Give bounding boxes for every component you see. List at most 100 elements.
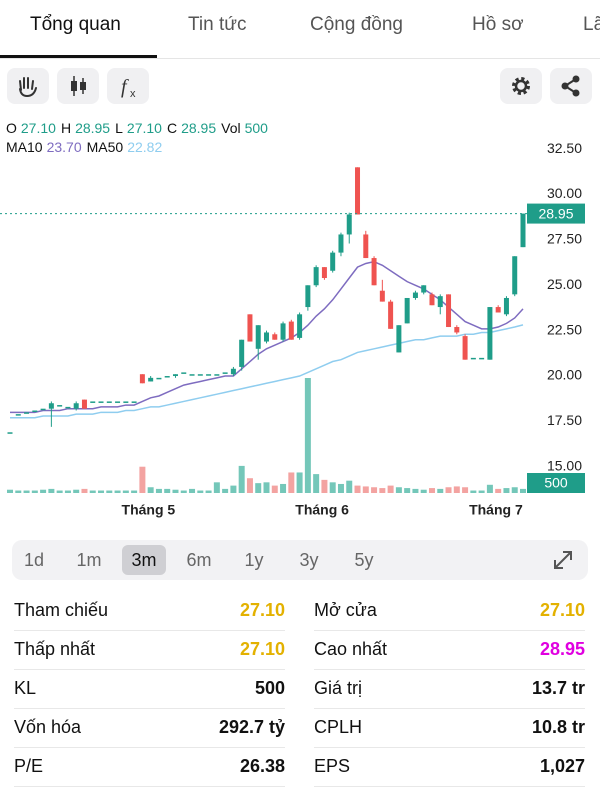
candle-body	[81, 399, 87, 409]
ma-value: 23.70	[46, 139, 82, 155]
candle-body	[15, 414, 21, 416]
volume-bar	[271, 485, 278, 493]
stat-label: CPLH	[314, 717, 363, 737]
timeframe-option[interactable]: 3y	[299, 550, 319, 570]
stat-label: Thấp nhất	[14, 639, 96, 659]
volume-bar	[329, 482, 336, 493]
candle-body	[280, 323, 286, 340]
volume-bar	[139, 466, 146, 493]
stat-value: 26.38	[239, 756, 285, 776]
stat-value: 27.10	[539, 600, 585, 620]
candle-body	[520, 213, 526, 248]
timeframe-option[interactable]: 6m	[186, 550, 212, 570]
timeframe-option[interactable]: 1m	[76, 550, 102, 570]
volume-bar	[313, 474, 320, 493]
stat-value: 27.10	[239, 600, 285, 620]
candle-body	[437, 296, 443, 308]
candle-body	[388, 301, 394, 329]
volume-bar	[387, 485, 394, 493]
tab[interactable]: Hồ sơ	[472, 14, 524, 35]
timeframe-option[interactable]: 3m	[122, 545, 166, 575]
hand-icon	[19, 77, 37, 98]
volume-bar	[511, 487, 518, 493]
settings-button[interactable]	[500, 68, 542, 104]
stat-row: EPS 1,027	[314, 747, 585, 787]
y-tick-label: 27.50	[547, 231, 582, 247]
tab[interactable]: Cộng đồng	[310, 14, 403, 35]
candle-body	[512, 256, 518, 295]
stat-row: CPLH 10.8 tr	[314, 708, 585, 748]
volume-bar	[346, 480, 353, 493]
volume-bar	[263, 482, 270, 493]
stat-label: Mở cửa	[314, 600, 377, 620]
candle-body	[346, 214, 352, 235]
candle-body	[412, 292, 418, 298]
candle-body	[65, 406, 71, 409]
tab[interactable]: Tin tức	[188, 14, 247, 35]
candle-body	[131, 401, 137, 403]
ma10-line	[10, 260, 524, 414]
stat-row: KL 500	[14, 669, 285, 709]
timeframe-option[interactable]: 5y	[354, 550, 374, 570]
volume-bar	[48, 488, 55, 493]
candle-body	[7, 432, 13, 434]
share-button[interactable]	[550, 68, 592, 104]
ohlc-value: 28.95	[181, 120, 217, 136]
volume-bar	[23, 490, 30, 493]
draw-tool-button[interactable]	[7, 68, 49, 104]
candle-body	[214, 374, 220, 376]
volume-bar	[147, 487, 154, 493]
tab[interactable]: Tổng quan	[30, 14, 121, 35]
candle-body	[330, 252, 336, 271]
volume-bar	[395, 487, 402, 493]
timeframe-option[interactable]: 1y	[244, 550, 264, 570]
volume-bar	[155, 488, 162, 493]
candle-body	[172, 374, 178, 377]
candle-body	[139, 374, 145, 384]
timeframe-option[interactable]: 1d	[23, 550, 45, 570]
volume-bar	[64, 490, 71, 493]
volume-bar	[404, 488, 411, 493]
candle-icon	[71, 76, 86, 96]
volume-bar	[412, 488, 419, 493]
ohlc-label: Vol	[221, 120, 241, 136]
candle-body	[206, 374, 212, 376]
volume-bar	[379, 488, 386, 493]
volume-bar	[437, 488, 444, 493]
stat-row: Thấp nhất 27.10	[14, 630, 285, 670]
gear-icon	[512, 77, 530, 95]
volume-bar	[31, 490, 38, 493]
candle-body	[446, 294, 452, 328]
volume-bar	[230, 485, 237, 493]
volume-bar	[354, 485, 361, 493]
ohlc-value: 500	[244, 120, 268, 136]
candle-body	[181, 372, 187, 374]
candle-body	[32, 410, 38, 413]
ohlc-line: O 27.10 H 28.95 L 27.10 C 28.95 Vol 500	[6, 119, 273, 138]
volume-bar	[197, 490, 204, 493]
stat-value: 292.7 tỷ	[218, 717, 285, 737]
ohlc-label: C	[166, 120, 178, 136]
candle-body	[24, 412, 30, 414]
ohlc-label: H	[60, 120, 72, 136]
stat-row: Tham chiếu 27.10	[14, 591, 285, 631]
candle-body	[222, 372, 228, 374]
ma50-line	[10, 324, 524, 419]
candle-body	[156, 377, 162, 380]
volume-bar	[462, 487, 469, 493]
candle-body	[305, 285, 311, 308]
tab[interactable]: Lã	[583, 14, 600, 35]
volume-bar	[180, 490, 187, 493]
candle-body	[247, 314, 253, 342]
ohlc-value: 27.10	[20, 120, 56, 136]
volume-bar	[362, 486, 369, 493]
chart-header: O 27.10 H 28.95 L 27.10 C 28.95 Vol 500 MA10 23.70 M…	[6, 119, 273, 157]
candle-body	[479, 357, 485, 360]
price-tag: 28.95	[538, 205, 573, 221]
expand-icon[interactable]	[550, 547, 576, 573]
chart-type-button[interactable]	[57, 68, 99, 104]
volume-bar	[503, 488, 510, 493]
y-tick-label: 30.00	[547, 185, 582, 201]
